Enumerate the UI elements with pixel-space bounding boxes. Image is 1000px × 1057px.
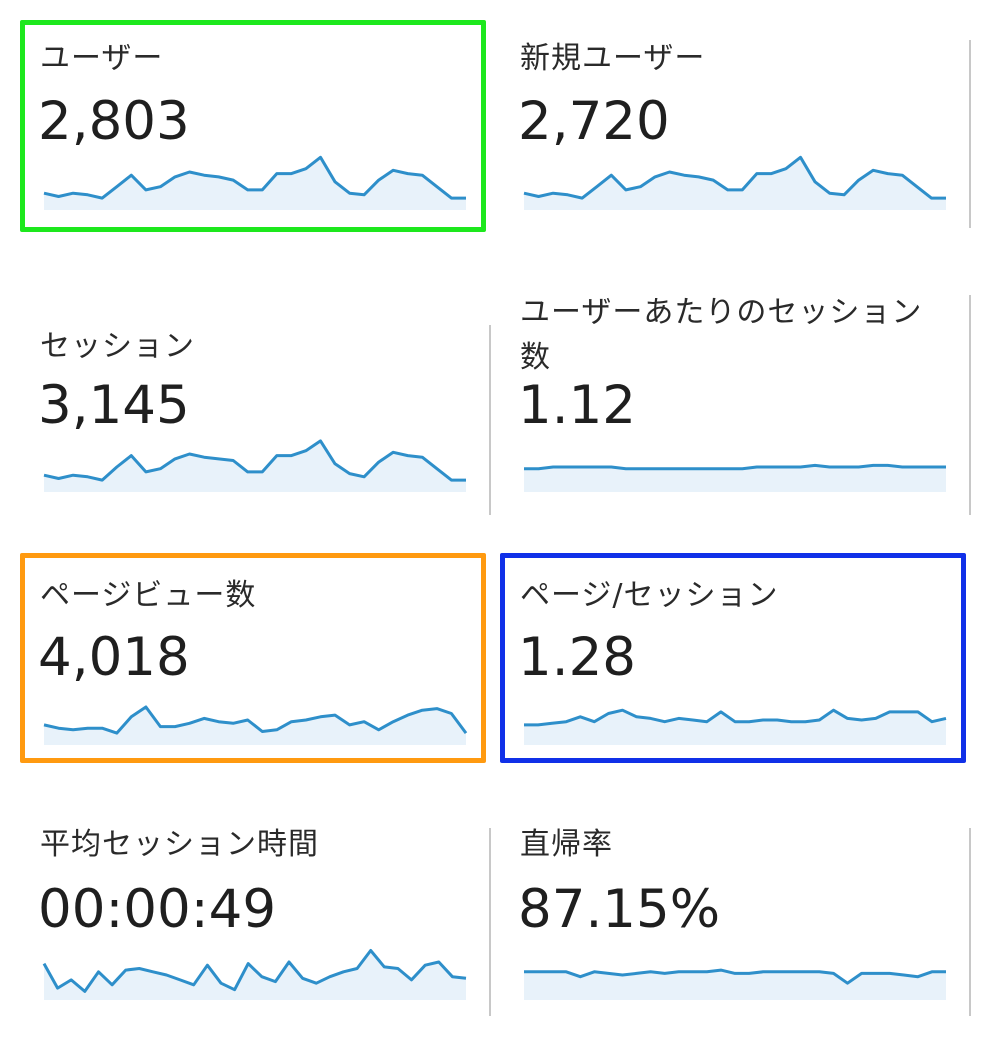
metric-value: 87.15%	[518, 879, 721, 940]
column-divider	[969, 828, 971, 1016]
sparkline	[44, 685, 466, 745]
metric-label: 直帰率	[520, 827, 613, 862]
column-divider	[969, 295, 971, 515]
metric-label: ページビュー数	[40, 578, 257, 613]
metric-card-avg-session-duration[interactable]: 平均セッション時間 00:00:49	[0, 800, 490, 1040]
metric-value: 4,018	[38, 627, 190, 688]
column-divider	[489, 325, 491, 515]
metric-card-pageviews[interactable]: ページビュー数 4,018	[0, 545, 490, 785]
sparkline-area	[524, 465, 946, 492]
column-divider	[969, 40, 971, 228]
metric-value: 2,720	[518, 91, 670, 152]
sparkline-line	[524, 710, 946, 725]
metric-label: ページ/セッション	[520, 578, 779, 613]
metric-label: セッション	[40, 329, 195, 364]
metric-card-sessions[interactable]: セッション 3,145	[0, 290, 490, 530]
sparkline-line	[44, 157, 466, 198]
metric-card-new-users[interactable]: 新規ユーザー 2,720	[480, 0, 980, 240]
metric-card-users[interactable]: ユーザー 2,803	[0, 0, 490, 240]
metric-value: 1.12	[518, 375, 637, 436]
metric-card-bounce-rate[interactable]: 直帰率 87.15%	[480, 800, 980, 1040]
metric-value: 2,803	[38, 91, 190, 152]
sparkline-area	[44, 440, 466, 492]
sparkline-area	[44, 950, 466, 1000]
sparkline-area	[524, 710, 946, 745]
sparkline-area	[44, 157, 466, 210]
metric-value: 3,145	[38, 375, 190, 436]
metric-value: 1.28	[518, 627, 637, 688]
sparkline-line	[44, 441, 466, 480]
sparkline-line	[524, 970, 946, 983]
sparkline-line	[44, 951, 466, 992]
sparkline	[524, 432, 946, 492]
sparkline-area	[524, 157, 946, 210]
column-divider	[489, 828, 491, 1016]
sparkline-line	[524, 157, 946, 198]
metric-label: ユーザーあたりのセッション数	[520, 295, 923, 375]
sparkline-line	[44, 707, 466, 733]
sparkline	[524, 150, 946, 210]
sparkline	[44, 940, 466, 1000]
metric-label: 平均セッション時間	[40, 827, 319, 862]
sparkline-area	[524, 970, 946, 1000]
metric-label: ユーザー	[40, 41, 164, 76]
metric-value: 00:00:49	[38, 879, 277, 940]
metric-card-sessions-per-user[interactable]: ユーザーあたりのセッション数 1.12	[480, 290, 980, 530]
sparkline	[44, 150, 466, 210]
metric-card-pages-per-session[interactable]: ページ/セッション 1.28	[480, 545, 980, 785]
metric-label: 新規ユーザー	[520, 41, 706, 76]
sparkline	[524, 940, 946, 1000]
sparkline-line	[524, 465, 946, 468]
sparkline	[524, 685, 946, 745]
sparkline	[44, 432, 466, 492]
